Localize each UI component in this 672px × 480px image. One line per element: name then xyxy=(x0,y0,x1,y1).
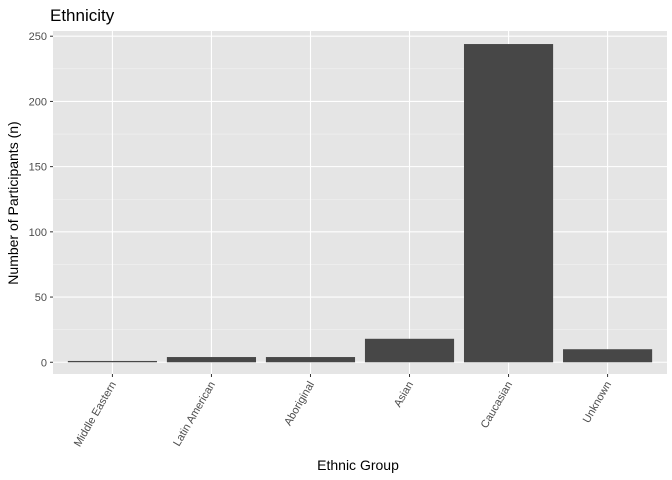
bar xyxy=(265,357,356,363)
y-tick-label: 0 xyxy=(41,357,47,369)
x-tick-label: Unknown xyxy=(581,380,614,426)
y-tick-label: 150 xyxy=(29,162,47,174)
x-tick-label: Middle Eastern xyxy=(72,380,119,450)
x-tick-label: Latin American xyxy=(171,380,218,449)
y-tick-label: 250 xyxy=(29,31,47,43)
bar xyxy=(463,44,554,363)
x-tick-label: Asian xyxy=(392,380,416,410)
y-tick-label: 50 xyxy=(35,292,47,304)
bar xyxy=(364,338,455,363)
plot-panel xyxy=(53,31,667,374)
gridlines xyxy=(53,31,667,374)
x-tick-label: Aboriginal xyxy=(282,380,317,428)
y-axis-title: Number of Participants (n) xyxy=(5,121,21,284)
chart-title: Ethnicity xyxy=(50,6,115,25)
x-tick-label: Caucasian xyxy=(479,380,515,431)
x-axis-ticks: Middle Eastern Latin American Aboriginal As… xyxy=(72,374,614,449)
y-tick-label: 200 xyxy=(29,96,47,108)
bars xyxy=(67,44,653,363)
x-axis-title: Ethnic Group xyxy=(317,457,399,473)
bar xyxy=(67,360,157,363)
y-axis-ticks: 0 50 100 150 200 250 xyxy=(29,31,53,369)
bar xyxy=(563,349,653,363)
y-tick-label: 100 xyxy=(29,227,47,239)
bar xyxy=(166,357,257,363)
